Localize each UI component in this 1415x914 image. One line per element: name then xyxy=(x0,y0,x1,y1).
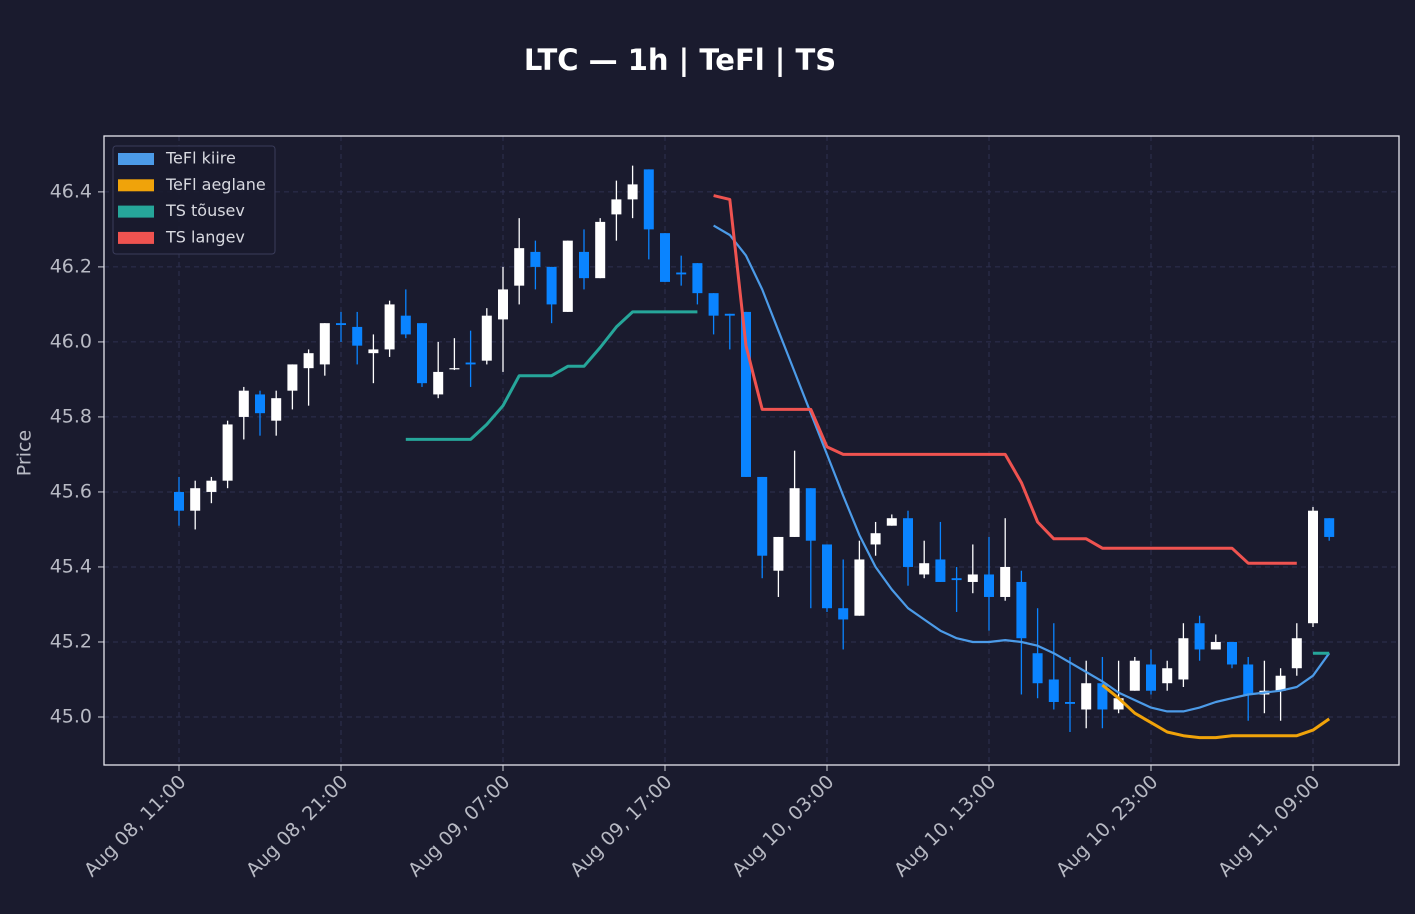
candle-body xyxy=(805,488,816,541)
candle-body xyxy=(984,574,994,597)
candle-body xyxy=(206,480,217,492)
legend-label: TeFl aeglane xyxy=(165,175,266,194)
candle-body xyxy=(951,578,962,581)
legend-label: TeFl kiire xyxy=(165,149,236,168)
legend-box xyxy=(112,145,276,255)
candle-body xyxy=(352,326,363,346)
candle-body xyxy=(222,424,233,481)
candle-body xyxy=(530,251,541,267)
candle-body xyxy=(1178,638,1189,680)
candle-body xyxy=(238,390,249,417)
candle-body xyxy=(886,518,897,526)
candle-body xyxy=(757,476,768,556)
candle-body xyxy=(1162,668,1173,684)
candle-body xyxy=(1210,641,1221,650)
overlay-line xyxy=(1101,683,1331,740)
y-axis-label: Price xyxy=(14,430,36,476)
candle-body xyxy=(967,574,978,582)
candle-body xyxy=(660,233,670,282)
overlay-line xyxy=(713,194,1297,565)
candle-body xyxy=(1097,683,1108,710)
overlay-line xyxy=(405,310,1330,655)
y-tick-label: 46.4 xyxy=(50,180,92,202)
plot-frame xyxy=(103,135,1400,766)
candle-body xyxy=(579,251,589,279)
candle-body xyxy=(190,488,201,511)
candle-body xyxy=(465,362,476,365)
candle-body xyxy=(935,559,946,582)
overlay-line xyxy=(713,224,1331,713)
legend-swatch xyxy=(118,231,154,244)
legend-label: TS langev xyxy=(165,227,245,246)
candle-body xyxy=(1113,698,1124,710)
legend-swatch xyxy=(118,179,154,192)
chart-title: LTC — 1h | TeFl | TS xyxy=(524,43,836,77)
candle-body xyxy=(1243,664,1254,695)
legend-label: TS tõusev xyxy=(165,201,245,220)
candle-body xyxy=(319,323,330,365)
candle-body xyxy=(1048,679,1059,702)
candle-body xyxy=(481,315,492,361)
y-tick-label: 45.6 xyxy=(50,480,92,502)
candle-body xyxy=(303,353,314,369)
candle-body xyxy=(498,289,508,320)
y-tick-label: 45.2 xyxy=(50,630,92,652)
candle-body xyxy=(1000,566,1011,597)
candle-body xyxy=(676,272,687,275)
candle-body xyxy=(271,398,282,421)
candle-body xyxy=(1194,623,1205,650)
candle-body xyxy=(400,315,411,335)
candle-body xyxy=(449,368,460,370)
y-tick-label: 45.8 xyxy=(50,405,92,427)
candle-body xyxy=(1065,701,1075,704)
y-tick-label: 46.2 xyxy=(50,255,92,277)
candle-body xyxy=(870,533,881,545)
candle-body xyxy=(1146,664,1156,691)
candle-body xyxy=(773,536,784,571)
candle-body xyxy=(1275,675,1286,691)
candle-body xyxy=(643,169,654,230)
y-tick-label: 45.4 xyxy=(50,555,92,577)
candle-body xyxy=(1324,518,1335,537)
candle-body xyxy=(433,371,444,395)
candle-body xyxy=(838,608,849,620)
candle-body xyxy=(1016,581,1027,639)
candle-body xyxy=(611,199,622,215)
candle-body xyxy=(546,266,557,305)
candle-body xyxy=(741,311,751,477)
candle-body xyxy=(692,263,703,294)
candle-body xyxy=(1227,641,1237,665)
legend: TeFl kiire TeFl aeglane TS tõusev TS langev xyxy=(112,145,276,255)
candle-body xyxy=(1291,638,1302,669)
candle-body xyxy=(919,563,930,575)
candle-body xyxy=(627,184,638,200)
candle-body xyxy=(336,323,346,326)
candle-body xyxy=(854,559,865,616)
candle-body xyxy=(1308,510,1318,624)
candle-body xyxy=(417,323,427,384)
candle-body xyxy=(174,491,184,511)
candle-body xyxy=(368,349,379,354)
candle-body xyxy=(562,240,573,312)
legend-swatch xyxy=(118,205,154,218)
candle-body xyxy=(255,394,265,414)
y-tick-label: 46.0 xyxy=(50,330,92,352)
candle-body xyxy=(789,488,800,537)
candle-body xyxy=(514,248,525,286)
candle-body xyxy=(1129,660,1140,691)
candle-body xyxy=(822,544,832,609)
candle-body xyxy=(287,364,298,391)
candle-body xyxy=(595,221,606,279)
candle-body xyxy=(708,293,719,316)
candle-body xyxy=(384,304,395,350)
candle-body xyxy=(1032,653,1043,684)
y-tick-label: 45.0 xyxy=(50,705,92,727)
candle-body xyxy=(1081,683,1092,710)
candle-body xyxy=(903,518,913,567)
legend-swatch xyxy=(118,153,154,165)
candle-body xyxy=(724,313,735,316)
